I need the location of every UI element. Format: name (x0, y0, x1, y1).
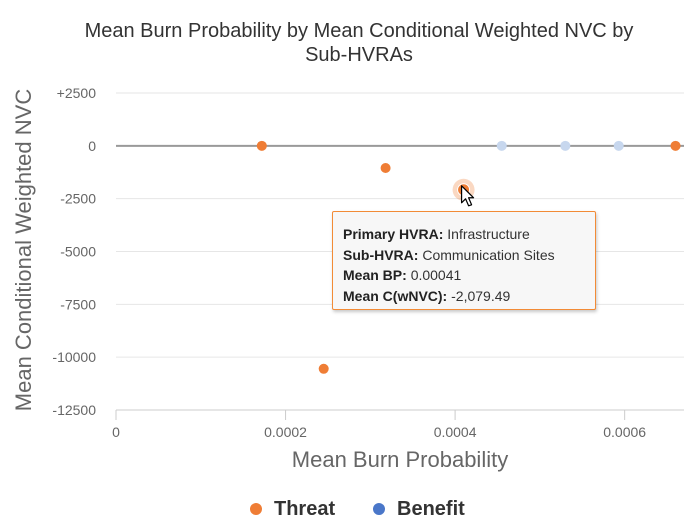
chart-title-line-2: Sub-HVRAs (305, 44, 413, 66)
legend-label-threat: Threat (274, 497, 336, 520)
y-axis-tick-labels: +2500 0 -2500 -5000 -7500 -10000 -12500 (52, 85, 96, 418)
y-tick-label: -2500 (60, 191, 96, 207)
data-point-tooltip: Primary HVRA: Infrastructure Sub-HVRA: C… (332, 211, 596, 310)
y-tick-label: -10000 (52, 349, 96, 365)
y-tick-label: +2500 (57, 85, 97, 101)
chart-legend: Threat Benefit (0, 494, 694, 524)
x-tick-label: 0.0004 (434, 424, 477, 440)
x-tick-label: 0.0002 (264, 424, 307, 440)
tooltip-mean-cwnvc: Mean C(wNVC): -2,079.49 (343, 287, 511, 304)
benefit-data-point[interactable] (613, 140, 624, 151)
chart-title-line-1: Mean Burn Probability by Mean Conditiona… (85, 20, 634, 42)
benefit-circle-icon (373, 503, 385, 515)
x-tick-label: 0.0006 (603, 424, 646, 440)
threat-data-point[interactable] (318, 363, 329, 374)
tooltip-mean-bp: Mean BP: 0.00041 (343, 267, 462, 283)
legend-item-benefit[interactable]: Benefit (373, 494, 465, 524)
x-axis-ticks: 0 0.0002 0.0004 0.0006 (112, 410, 646, 440)
x-axis-label: Mean Burn Probability (292, 447, 508, 472)
y-tick-label: 0 (88, 138, 96, 154)
tooltip-sub-hvra: Sub-HVRA: Communication Sites (343, 246, 555, 263)
chart-title: Mean Burn Probability by Mean Conditiona… (85, 20, 634, 66)
threat-data-point[interactable] (256, 140, 267, 151)
y-tick-label: -7500 (60, 296, 96, 312)
legend-item-threat[interactable]: Threat (250, 494, 335, 524)
x-tick-label: 0 (112, 424, 120, 440)
y-tick-label: -12500 (52, 402, 96, 418)
tooltip-primary-hvra: Primary HVRA: Infrastructure (343, 226, 530, 242)
mouse-cursor-icon (460, 185, 475, 207)
threat-data-point[interactable] (380, 163, 391, 174)
y-tick-label: -5000 (60, 244, 96, 260)
threat-circle-icon (250, 503, 262, 515)
benefit-data-point[interactable] (560, 140, 571, 151)
benefit-data-point[interactable] (496, 140, 507, 151)
y-axis-label: Mean Conditional Weighted NVC (11, 89, 36, 412)
legend-label-benefit: Benefit (397, 497, 465, 520)
threat-data-point[interactable] (670, 140, 681, 151)
